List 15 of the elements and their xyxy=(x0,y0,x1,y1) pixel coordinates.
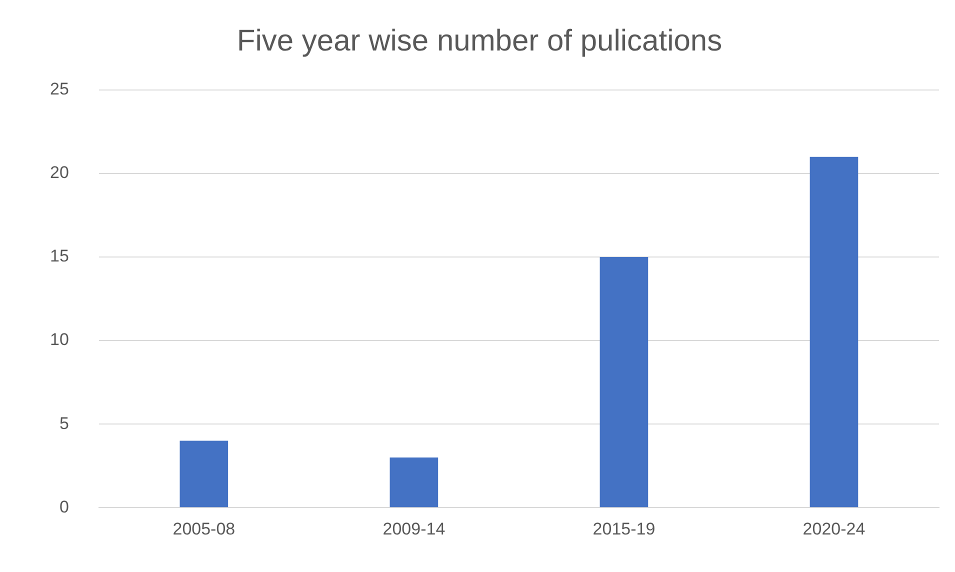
x-tick-label: 2009-14 xyxy=(382,519,446,538)
y-tick-label: 10 xyxy=(50,330,69,350)
x-tick-label: 2005-08 xyxy=(172,519,236,538)
bar xyxy=(600,257,648,508)
x-tick-label: 2020-24 xyxy=(802,519,866,538)
y-tick-label: 15 xyxy=(50,246,69,266)
x-tick-label: 2015-19 xyxy=(592,519,656,538)
chart-title: Five year wise number of pulications xyxy=(236,24,722,58)
y-tick-label: 5 xyxy=(59,414,69,433)
y-tick-label: 25 xyxy=(50,80,69,99)
y-tick-label: 0 xyxy=(59,497,69,516)
bar xyxy=(810,156,858,508)
bar xyxy=(180,440,228,508)
bar xyxy=(390,457,438,508)
y-tick-label: 20 xyxy=(50,163,69,182)
